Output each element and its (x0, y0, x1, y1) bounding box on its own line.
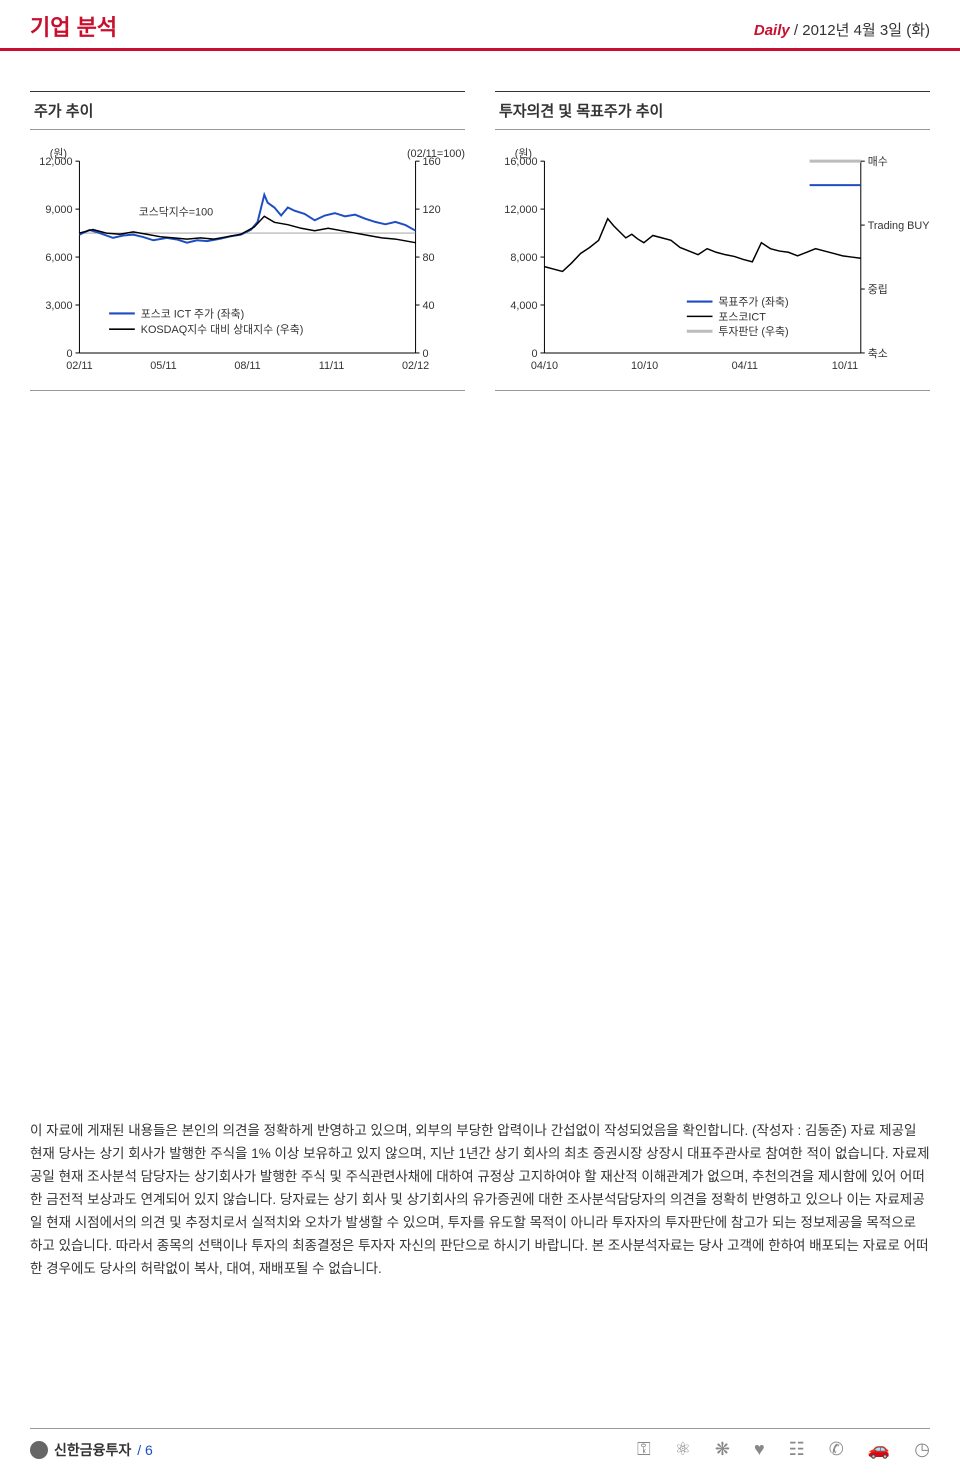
svg-text:8,000: 8,000 (510, 252, 537, 264)
svg-text:포스코ICT: 포스코ICT (718, 310, 766, 323)
svg-text:12,000: 12,000 (39, 156, 72, 168)
svg-text:KOSDAQ지수 대비 상대지수 (우축): KOSDAQ지수 대비 상대지수 (우축) (141, 323, 304, 336)
svg-text:16,000: 16,000 (504, 156, 537, 168)
page-title: 기업 분석 (30, 10, 117, 42)
car-icon: 🚗 (868, 1439, 890, 1460)
svg-text:목표주가 (좌축): 목표주가 (좌축) (718, 296, 788, 309)
logo-icon (30, 1441, 48, 1459)
phone-icon: ✆ (829, 1439, 844, 1460)
clock-icon: ◷ (914, 1439, 930, 1460)
svg-text:6,000: 6,000 (45, 252, 72, 264)
daily-label: Daily (754, 22, 790, 39)
date-text: 2012년 4월 3일 (화) (802, 22, 930, 39)
svg-text:80: 80 (422, 252, 434, 264)
svg-text:11/11: 11/11 (319, 360, 345, 372)
svg-text:02/12: 02/12 (402, 360, 429, 372)
key-icon: ⚿ (637, 1439, 651, 1460)
svg-text:4,000: 4,000 (510, 300, 537, 312)
svg-text:10/11: 10/11 (832, 360, 858, 372)
charts-row: 주가 추이 (원)(02/11=100)03,0006,0009,00012,0… (0, 51, 960, 411)
svg-text:투자판단 (우축): 투자판단 (우축) (718, 325, 788, 338)
chart1-title: 주가 추이 (30, 91, 465, 130)
company-name: 신한금융투자 (54, 1440, 131, 1460)
svg-text:08/11: 08/11 (234, 360, 260, 372)
gear-icon: ❋ (715, 1439, 730, 1460)
svg-text:포스코 ICT 주가 (좌축): 포스코 ICT 주가 (좌축) (141, 307, 245, 320)
svg-text:05/11: 05/11 (150, 360, 176, 372)
chart2-container: 투자의견 및 목표주가 추이 (원)04,0008,00012,00016,00… (495, 91, 930, 391)
svg-text:축소: 축소 (868, 347, 888, 360)
svg-text:매수: 매수 (868, 155, 888, 168)
chart2: (원)04,0008,00012,00016,000매수Trading BUY중… (495, 142, 930, 382)
chart2-title: 투자의견 및 목표주가 추이 (495, 91, 930, 130)
svg-text:04/11: 04/11 (732, 360, 758, 372)
svg-text:코스닥지수=100: 코스닥지수=100 (139, 205, 213, 218)
footer-company: 신한금융투자 / 6 (30, 1440, 153, 1460)
svg-text:Trading BUY: Trading BUY (868, 220, 930, 232)
svg-text:120: 120 (422, 204, 440, 216)
footer-icons: ⚿ ⚛ ❋ ♥ ☷ ✆ 🚗 ◷ (637, 1439, 930, 1460)
footer: 신한금융투자 / 6 ⚿ ⚛ ❋ ♥ ☷ ✆ 🚗 ◷ (30, 1428, 930, 1460)
atom-icon: ⚛ (675, 1439, 691, 1460)
svg-text:160: 160 (422, 156, 440, 168)
svg-text:10/10: 10/10 (631, 360, 658, 372)
svg-text:0: 0 (531, 348, 537, 360)
page-date: Daily / 2012년 4월 3일 (화) (754, 19, 930, 40)
svg-text:40: 40 (422, 300, 434, 312)
page-number: / 6 (137, 1442, 153, 1458)
svg-text:04/10: 04/10 (531, 360, 558, 372)
chart1: (원)(02/11=100)03,0006,0009,00012,0000408… (30, 142, 465, 382)
svg-text:0: 0 (422, 348, 428, 360)
disclaimer: 이 자료에 게재된 내용들은 본인의 의견을 정확하게 반영하고 있으며, 외부… (30, 1120, 930, 1281)
page-header: 기업 분석 Daily / 2012년 4월 3일 (화) (0, 0, 960, 51)
svg-text:0: 0 (66, 348, 72, 360)
chart1-container: 주가 추이 (원)(02/11=100)03,0006,0009,00012,0… (30, 91, 465, 391)
heart-icon: ♥ (754, 1439, 765, 1460)
svg-text:02/11: 02/11 (66, 360, 92, 372)
separator: / (794, 22, 798, 39)
chart-icon: ☷ (789, 1439, 805, 1460)
svg-text:중립: 중립 (868, 283, 888, 296)
svg-text:9,000: 9,000 (45, 204, 72, 216)
svg-text:12,000: 12,000 (504, 204, 537, 216)
svg-text:3,000: 3,000 (45, 300, 72, 312)
